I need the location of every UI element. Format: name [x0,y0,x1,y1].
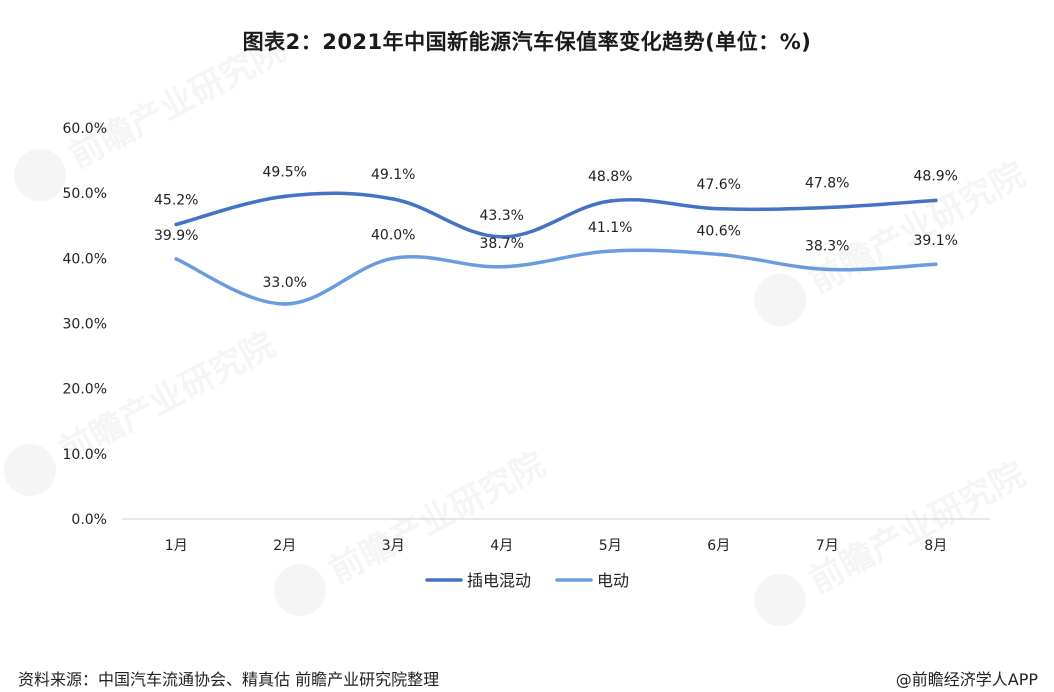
data-point [608,249,613,253]
data-point [716,207,721,211]
watermark-logo-icon [274,564,326,616]
data-point [282,194,287,199]
watermark-logo-icon [4,444,56,496]
data-label: 47.8% [805,176,849,192]
series-line-2 [174,248,938,306]
data-label: 33.0% [263,275,307,291]
watermark-text: 前瞻产业研究院 [323,445,552,592]
legend-label-2: 电动 [597,571,629,590]
watermark-0: 前瞻产业研究院 [14,30,292,201]
y-tick-label: 30.0% [63,317,107,333]
watermark-2: 前瞻产业研究院 [754,155,1032,326]
y-tick-label: 20.0% [63,382,107,398]
data-label: 40.6% [697,223,741,239]
watermark-text: 前瞻产业研究院 [803,455,1032,602]
watermark-logo-icon [14,149,66,201]
data-label: 40.0% [371,227,415,243]
data-point [174,222,179,227]
y-tick-label: 40.0% [63,251,107,267]
data-point [825,205,830,210]
data-point [933,262,938,266]
data-label: 39.1% [914,233,958,249]
data-point [174,257,179,261]
data-label: 41.1% [588,220,632,236]
x-tick-label: 7月 [816,538,839,554]
watermark-text: 前瞻产业研究院 [63,30,292,177]
source-note: 资料来源：中国汽车流通协会、精真估 前瞻产业研究院整理 [18,670,440,689]
data-point [282,302,287,306]
y-tick-label: 0.0% [71,512,107,528]
x-tick-label: 6月 [707,538,730,554]
data-point [825,267,830,272]
data-point [499,265,504,269]
x-tick-label: 1月 [165,538,188,554]
x-tick-label: 2月 [273,538,296,554]
data-label: 45.2% [154,192,198,208]
data-point [391,197,396,201]
chart-title: 图表2：2021年中国新能源汽车保值率变化趋势(单位：%) [242,30,812,54]
watermark-3: 前瞻产业研究院 [274,445,552,616]
data-label: 38.7% [480,236,524,252]
x-tick-label: 8月 [924,538,947,554]
data-label: 48.9% [914,168,958,184]
x-tick-label: 3月 [382,538,405,554]
data-label: 48.8% [588,169,632,185]
x-tick-label: 4月 [490,538,513,554]
data-label: 49.5% [263,164,307,180]
x-tick-label: 5月 [599,538,622,554]
data-label: 47.6% [697,177,741,193]
watermark-1: 前瞻产业研究院 [4,325,282,496]
watermark-4: 前瞻产业研究院 [754,455,1032,626]
watermark-logo-icon [754,274,806,326]
y-tick-label: 10.0% [63,447,107,463]
data-label: 49.1% [371,167,415,183]
legend-label-1: 插电混动 [467,571,531,590]
series-line-1 [174,191,938,239]
data-point [608,199,613,203]
y-tick-label: 50.0% [63,186,107,202]
credit-text: @前瞻经济学人APP [895,670,1038,689]
data-point [716,252,721,257]
data-label: 38.3% [805,238,849,254]
data-point [391,256,396,261]
data-label: 39.9% [154,228,198,244]
data-label: 43.3% [480,208,524,224]
y-tick-label: 60.0% [63,121,107,137]
watermark-logo-icon [754,574,806,626]
data-point [499,235,504,239]
data-point [933,198,938,203]
